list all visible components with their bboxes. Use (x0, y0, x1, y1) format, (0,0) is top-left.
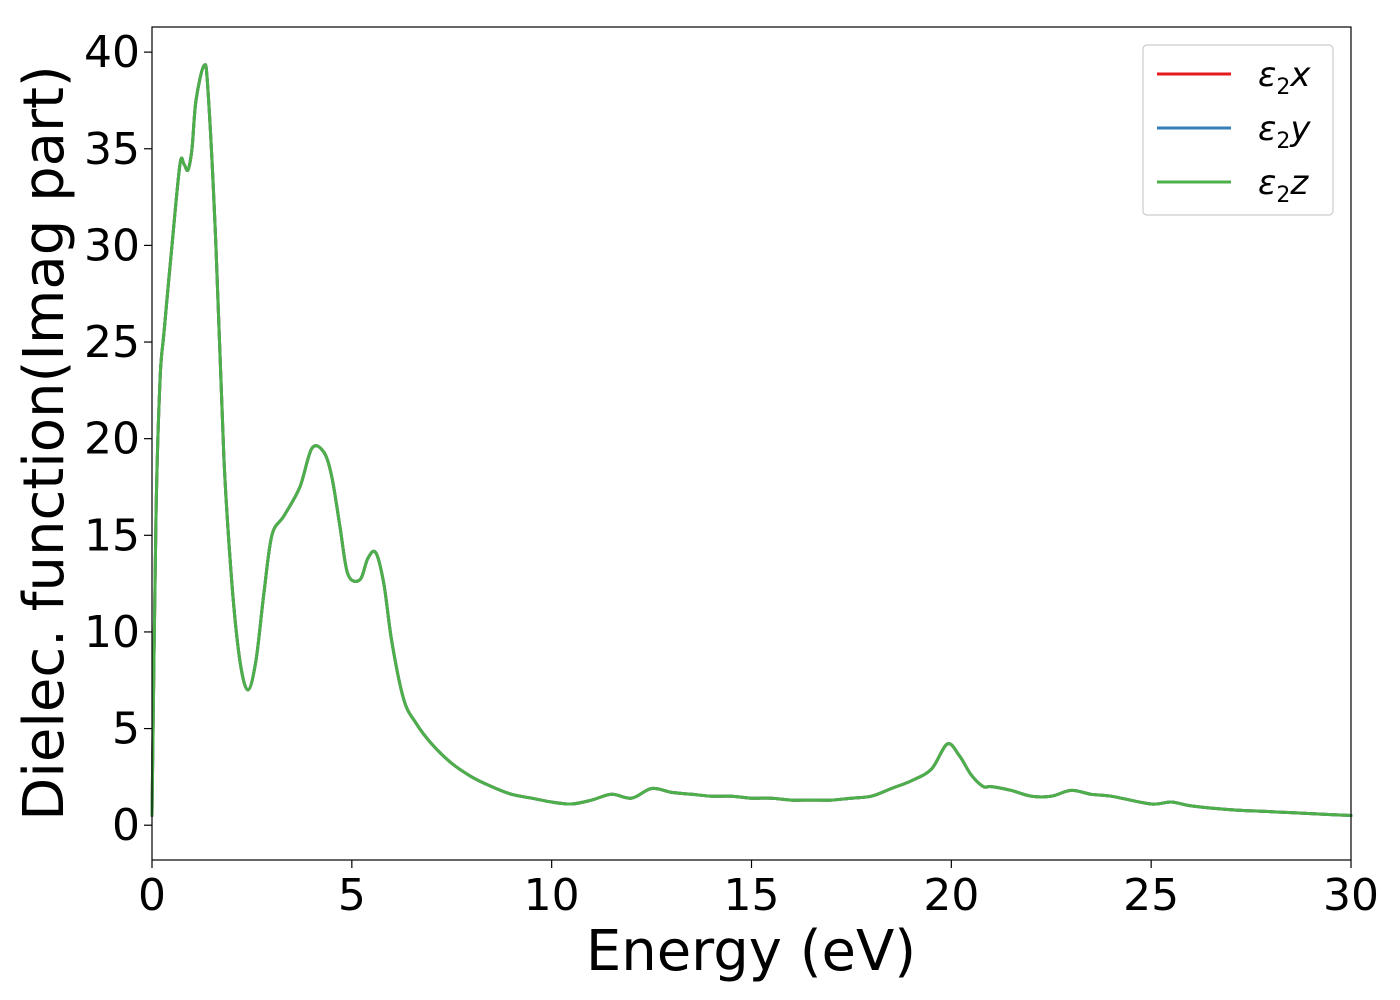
x-tick-label: 0 (138, 870, 166, 921)
legend-label-z: ε2z (1258, 163, 1309, 208)
legend-label-y: ε2y (1258, 109, 1311, 154)
y-tick-label: 25 (84, 317, 140, 368)
y-axis: 0 5 10 15 20 25 30 35 40 (84, 27, 152, 851)
legend-label-x: ε2x (1258, 55, 1311, 100)
x-axis-label: Energy (eV) (586, 919, 916, 984)
y-tick-label: 35 (84, 124, 140, 175)
x-tick-label: 5 (338, 870, 366, 921)
x-tick-label: 10 (524, 870, 580, 921)
y-tick-label: 5 (112, 704, 140, 755)
y-tick-label: 20 (84, 414, 140, 465)
y-tick-label: 15 (84, 510, 140, 561)
y-tick-label: 40 (84, 27, 140, 78)
x-tick-label: 30 (1323, 870, 1379, 921)
x-tick-label: 25 (1123, 870, 1179, 921)
y-tick-label: 10 (84, 607, 140, 658)
x-axis: 0 5 10 15 20 25 30 (138, 860, 1379, 921)
series-line-z (150, 63, 1353, 817)
x-tick-label: 20 (923, 870, 979, 921)
series-layer (150, 63, 1353, 817)
y-axis-label: Dielec. function(Imag part) (12, 65, 77, 821)
legend: ε2x ε2y ε2z (1142, 44, 1334, 216)
y-tick-label: 30 (84, 220, 140, 271)
legend-box (1142, 44, 1334, 216)
x-tick-label: 15 (724, 870, 780, 921)
y-tick-label: 0 (112, 800, 140, 851)
